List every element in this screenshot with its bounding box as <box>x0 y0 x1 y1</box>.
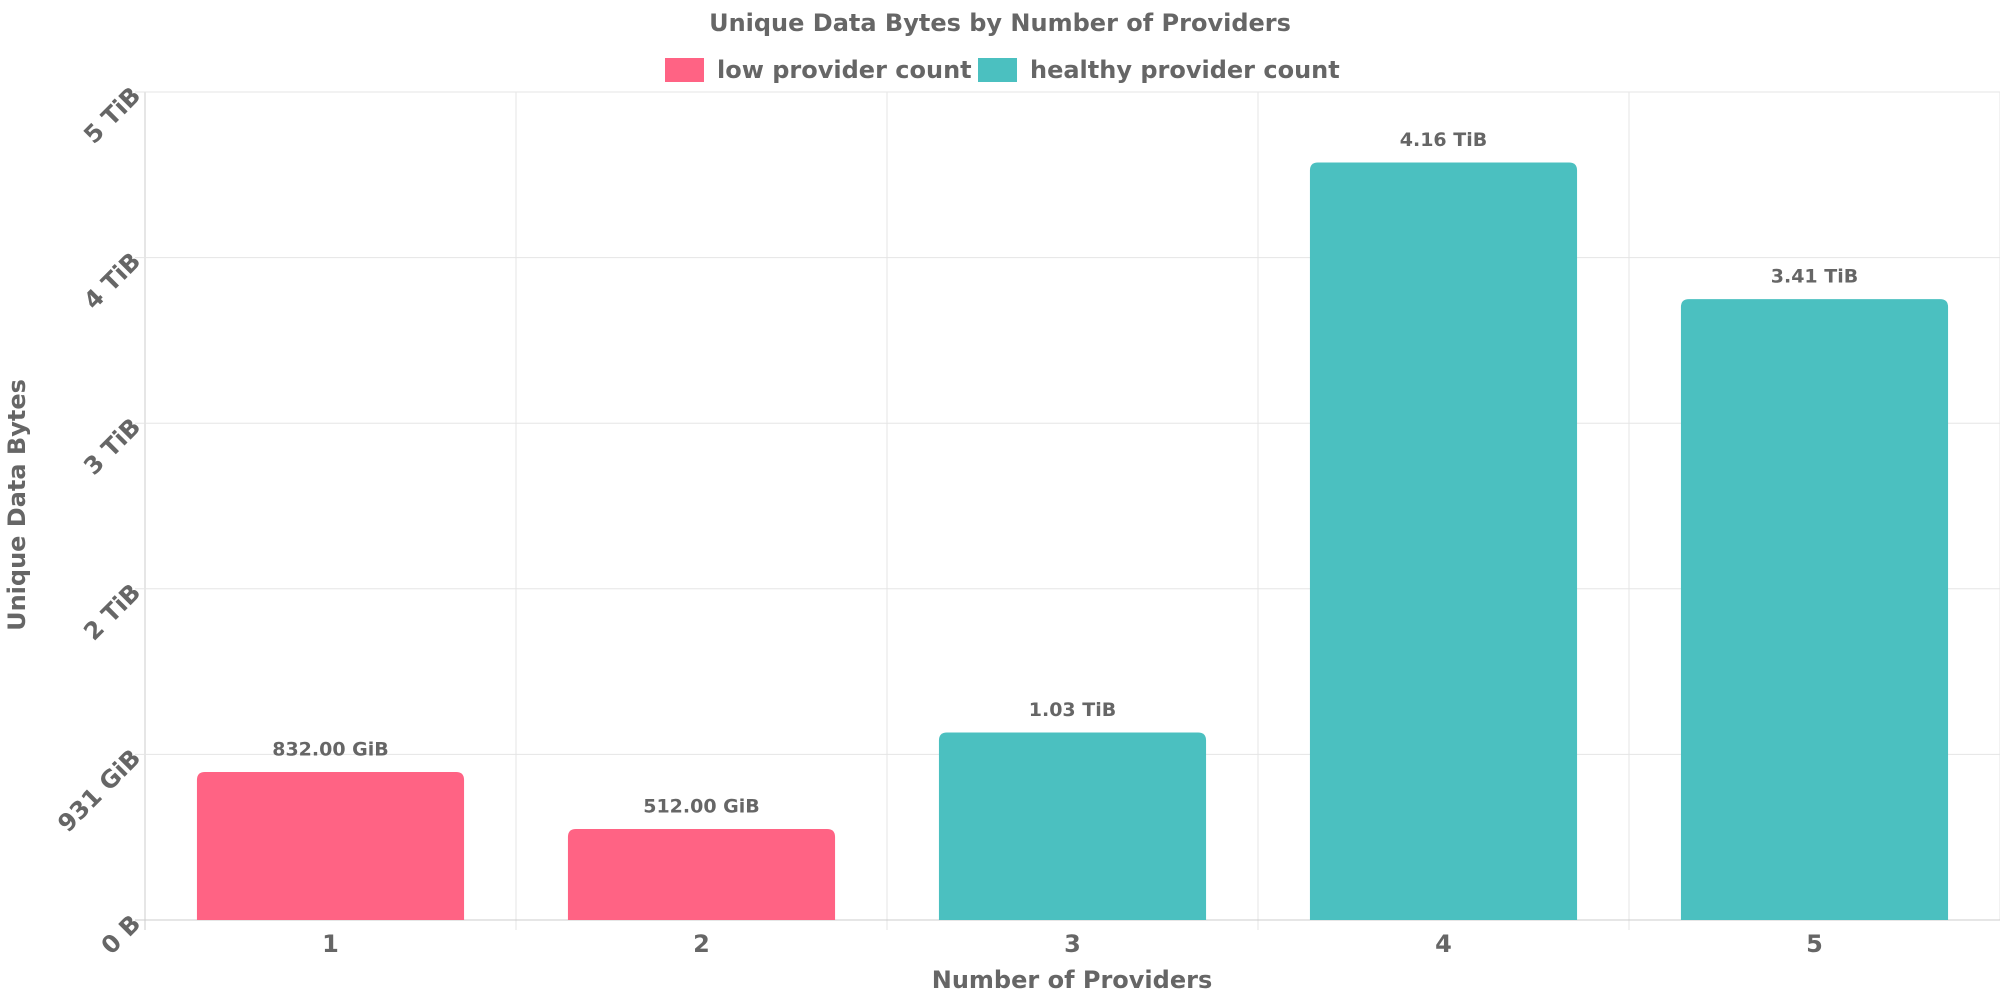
x-tick-label: 4 <box>1435 930 1452 958</box>
y-tick-label: 4 TiB <box>78 247 146 315</box>
x-axis-title: Number of Providers <box>932 966 1212 994</box>
bar <box>196 772 465 920</box>
legend-label: healthy provider count <box>1030 56 1340 84</box>
legend-label: low provider count <box>717 56 972 84</box>
x-tick-label: 3 <box>1064 930 1081 958</box>
x-tick-label: 5 <box>1806 930 1823 958</box>
bar <box>567 828 836 920</box>
value-label: 1.03 TiB <box>1029 699 1116 721</box>
legend-swatch <box>665 58 704 82</box>
bar <box>1680 299 1949 920</box>
y-tick-label: 5 TiB <box>78 81 146 149</box>
value-label: 512.00 GiB <box>643 795 760 817</box>
x-tick-label: 1 <box>322 930 339 958</box>
x-tick-label: 2 <box>693 930 710 958</box>
y-axis-title: Unique Data Bytes <box>3 379 31 631</box>
chart-title: Unique Data Bytes by Number of Providers <box>709 9 1291 37</box>
y-tick-label: 931 GiB <box>52 744 146 838</box>
value-label: 3.41 TiB <box>1771 266 1858 288</box>
value-label: 832.00 GiB <box>272 739 389 761</box>
value-label: 4.16 TiB <box>1400 129 1487 151</box>
bar <box>938 732 1207 920</box>
legend-swatch <box>978 58 1017 82</box>
y-tick-label: 0 B <box>96 909 146 959</box>
y-tick-label: 3 TiB <box>78 413 146 481</box>
y-tick-label: 2 TiB <box>78 578 146 646</box>
bar <box>1309 162 1578 920</box>
